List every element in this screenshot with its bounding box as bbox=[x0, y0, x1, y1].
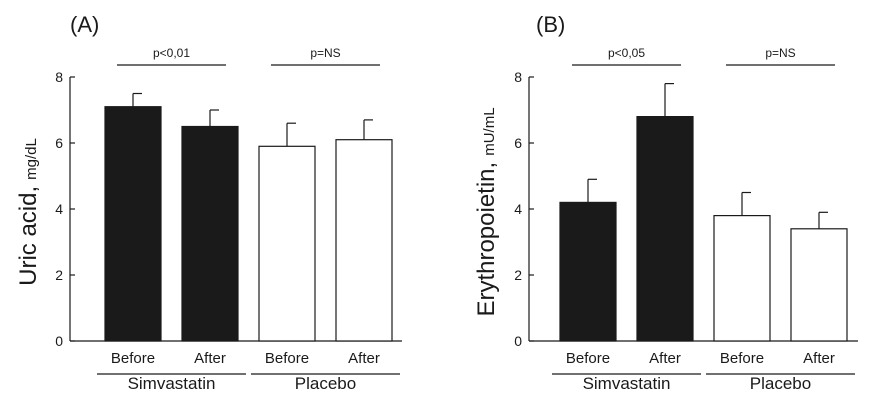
comparison-p-value: p<0,05 bbox=[608, 46, 645, 60]
panel-label: (B) bbox=[536, 12, 565, 37]
category-label: Before bbox=[566, 350, 610, 367]
category-label: After bbox=[649, 350, 681, 367]
bar bbox=[713, 215, 771, 342]
group-label: Placebo bbox=[295, 374, 356, 393]
group-label: Simvastatin bbox=[583, 374, 671, 393]
y-axis-title-unit: mU/mL bbox=[481, 107, 498, 155]
y-tick-label: 6 bbox=[55, 135, 63, 151]
y-tick-label: 0 bbox=[55, 333, 63, 349]
category-label: After bbox=[803, 350, 835, 367]
bar bbox=[258, 145, 316, 342]
bar bbox=[181, 125, 239, 342]
comparison-p-value: p=NS bbox=[310, 46, 340, 60]
panel-label: (A) bbox=[70, 12, 99, 37]
y-axis-title-main: Erythropoietin, bbox=[473, 162, 500, 317]
y-axis-title: Uric acid, mg/dL bbox=[15, 138, 42, 286]
y-tick-label: 4 bbox=[514, 201, 522, 217]
group-label: Placebo bbox=[750, 374, 811, 393]
bar bbox=[636, 115, 694, 342]
bar bbox=[335, 139, 393, 342]
bar bbox=[559, 201, 617, 342]
category-label: Before bbox=[265, 350, 309, 367]
category-label: After bbox=[348, 350, 380, 367]
y-tick-label: 0 bbox=[514, 333, 522, 349]
category-label: After bbox=[194, 350, 226, 367]
bar bbox=[104, 106, 162, 342]
y-tick-label: 6 bbox=[514, 135, 522, 151]
y-tick-label: 4 bbox=[55, 201, 63, 217]
y-tick-label: 8 bbox=[55, 69, 63, 85]
bar bbox=[790, 228, 848, 342]
y-axis-title-main: Uric acid, bbox=[15, 186, 42, 286]
y-tick-label: 2 bbox=[55, 267, 63, 283]
category-label: Before bbox=[720, 350, 764, 367]
y-axis-title-unit: mg/dL bbox=[23, 138, 40, 180]
y-tick-label: 8 bbox=[514, 69, 522, 85]
y-tick-label: 2 bbox=[514, 267, 522, 283]
category-label: Before bbox=[111, 350, 155, 367]
panel-b: (B) 0 2 4 6 8 Erythropoietin, mU/mL Before After B… bbox=[473, 12, 858, 393]
comparison-p-value: p<0,01 bbox=[153, 46, 190, 60]
group-label: Simvastatin bbox=[128, 374, 216, 393]
comparison-p-value: p=NS bbox=[765, 46, 795, 60]
y-axis-title: Erythropoietin, mU/mL bbox=[473, 107, 500, 316]
panel-a: (A) 0 2 4 6 8 Uric acid, mg/dL Before After Before… bbox=[15, 12, 402, 393]
